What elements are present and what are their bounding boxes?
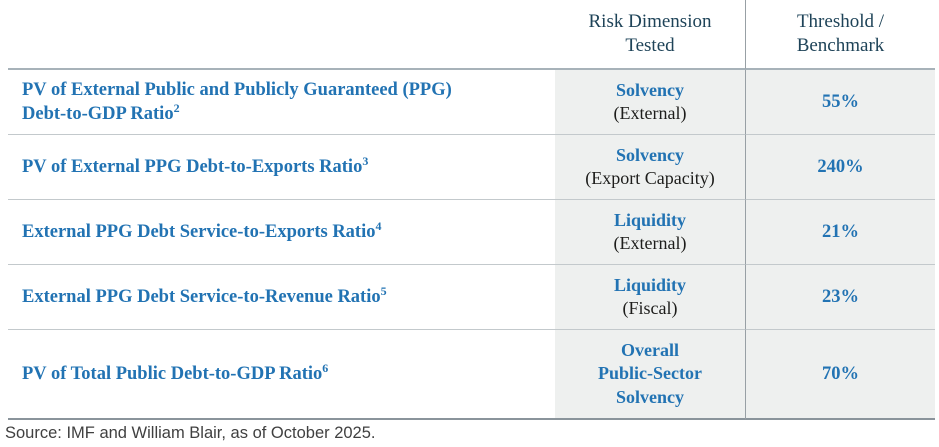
risk-dimension-cell: Overall Public-Sector Solvency [555,330,745,420]
risk-dimension-value: Liquidity [613,274,687,295]
risk-qualifier: (External) [613,103,687,123]
metric-text: External PPG Debt Service-to-Exports Rat… [22,218,382,242]
risk-dimension-cell: Solvency (External) [555,70,745,135]
metric-text: PV of External Public and Publicly Guara… [22,79,452,124]
risk-dimension-value: Solvency [615,144,684,165]
threshold-value: 55% [745,70,935,135]
metric-label-external-ppg-debt-service-to-revenue: External PPG Debt Service-to-Revenue Rat… [8,265,555,330]
footnote-superscript: 3 [362,153,369,168]
metric-label-pv-external-ppg-debt-to-exports: PV of External PPG Debt-to-Exports Ratio… [8,135,555,200]
header-threshold-benchmark: Threshold / Benchmark [745,0,935,70]
footnote-superscript: 6 [322,360,329,375]
footnote-superscript: 2 [173,100,180,115]
risk-dimension-value: Liquidity [613,209,687,230]
risk-qualifier: (External) [613,233,687,253]
risk-dimension-value: Solvency [615,79,684,100]
threshold-value: 23% [745,265,935,330]
metric-text: External PPG Debt Service-to-Revenue Rat… [22,283,387,307]
header-risk-dimension: Risk Dimension Tested [555,0,745,70]
threshold-value: 240% [745,135,935,200]
threshold-value: 70% [745,330,935,420]
source-note: Source: IMF and William Blair, as of Oct… [5,424,376,442]
header-spacer [8,0,555,70]
metric-label-pv-total-public-debt-to-gdp: PV of Total Public Debt-to-GDP Ratio6 [8,330,555,420]
metric-label-pv-external-ppg-debt-to-gdp: PV of External Public and Publicly Guara… [8,70,555,135]
footnote-superscript: 5 [380,283,387,298]
risk-dimension-value: Overall Public-Sector Solvency [598,339,702,407]
metric-label-external-ppg-debt-service-to-exports: External PPG Debt Service-to-Exports Rat… [8,200,555,265]
risk-dimension-cell: Liquidity (External) [555,200,745,265]
threshold-value: 21% [745,200,935,265]
risk-qualifier: (Fiscal) [622,298,678,318]
footnote-superscript: 4 [375,218,382,233]
risk-dimension-cell: Solvency (Export Capacity) [555,135,745,200]
risk-threshold-table: Risk Dimension Tested Threshold / Benchm… [8,0,935,420]
metric-text: PV of Total Public Debt-to-GDP Ratio6 [22,360,329,384]
metric-text: PV of External PPG Debt-to-Exports Ratio… [22,153,369,177]
risk-dimension-cell: Liquidity (Fiscal) [555,265,745,330]
risk-qualifier: (Export Capacity) [585,168,715,188]
